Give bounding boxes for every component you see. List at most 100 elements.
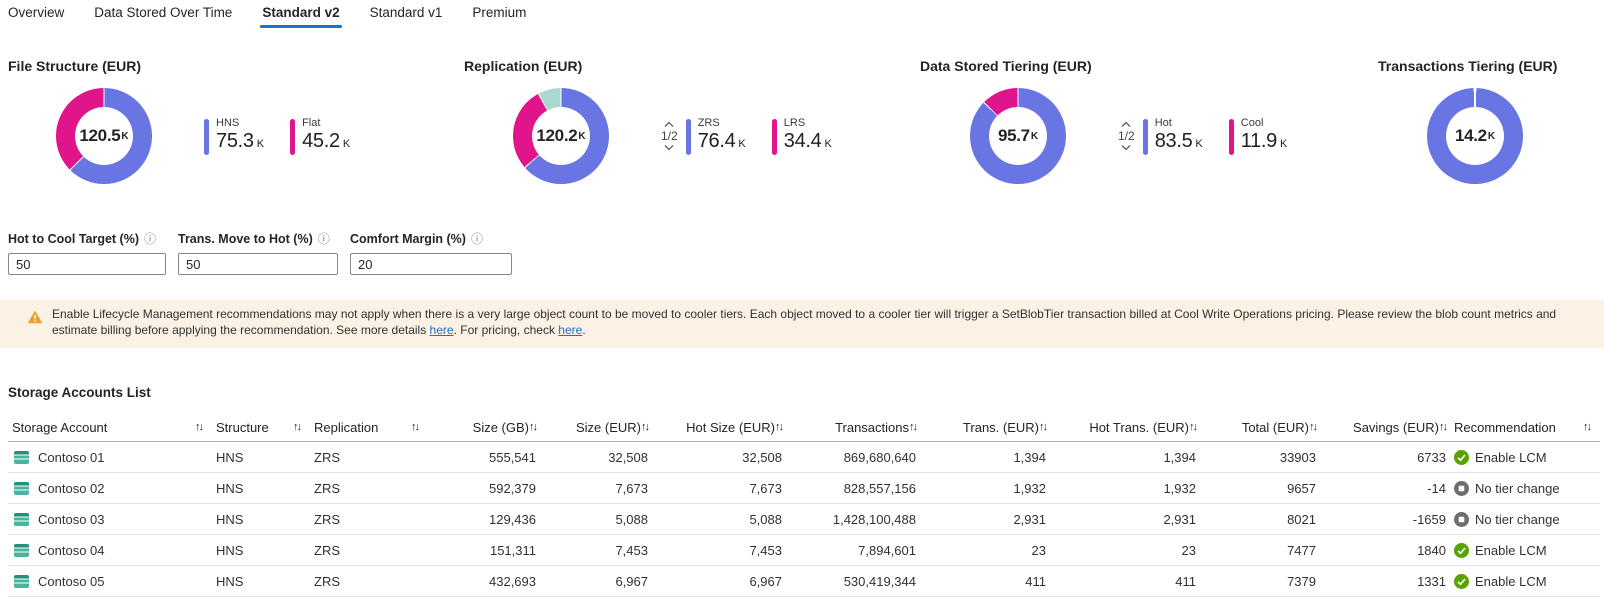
storage-account-name[interactable]: Contoso 02 <box>38 480 105 496</box>
column-header-hot-size-eur[interactable]: Hot Size (EUR) ↑↓ <box>652 420 786 435</box>
legend-value-row: 45.2 K <box>302 130 350 153</box>
column-header-storage-account[interactable]: Storage Account ↑↓ <box>8 420 212 435</box>
cell-size_eur: 5,088 <box>615 511 648 527</box>
column-header-transactions[interactable]: Transactions ↑↓ <box>786 420 920 435</box>
legend-label: HNS <box>216 117 240 129</box>
cell-hot_trans_eur: 23 <box>1181 542 1196 558</box>
info-icon[interactable]: ⓘ <box>317 232 330 246</box>
sort-icon[interactable]: ↑↓ <box>529 421 538 433</box>
sort-icon[interactable]: ↑↓ <box>1309 421 1318 433</box>
table-row-contoso-05: Contoso 05 HNS ZRS 432,693 6,967 6,967 530,419… <box>8 566 1600 597</box>
tab-premium[interactable]: Premium <box>472 5 527 20</box>
storage-account-name[interactable]: Contoso 05 <box>38 573 105 589</box>
column-header-replication[interactable]: Replication ↑↓ <box>310 420 428 435</box>
sort-icon[interactable]: ↑↓ <box>411 421 420 433</box>
column-header-recommendation[interactable]: Recommendation ↑↓ <box>1450 420 1600 435</box>
input-hot-to-cool-target[interactable] <box>8 253 166 275</box>
legend-label: Flat <box>302 117 321 129</box>
sort-icon[interactable]: ↑↓ <box>195 421 204 433</box>
sort-icon[interactable]: ↑↓ <box>1039 421 1048 433</box>
donut-center-value: 120.5 <box>79 126 121 145</box>
donut-center-value: 14.2 <box>1454 126 1487 145</box>
sort-icon[interactable]: ↑↓ <box>1583 421 1592 433</box>
chart-body: 14.2 K <box>1350 88 1604 184</box>
donut-replication-eur: 120.2 K <box>513 88 609 184</box>
legend-swatch <box>1142 119 1148 155</box>
legend-label: Hot <box>1154 117 1172 129</box>
storage-account-name[interactable]: Contoso 03 <box>38 511 105 527</box>
chevron-up-icon[interactable] <box>663 120 675 129</box>
cell-hot_size_eur: 5,088 <box>749 511 782 527</box>
sort-icon[interactable]: ↑↓ <box>909 421 918 433</box>
sort-icon[interactable]: ↑↓ <box>1189 421 1198 433</box>
tab-overview[interactable]: Overview <box>8 5 65 20</box>
chevron-down-icon[interactable] <box>1120 143 1132 152</box>
chart-panel-replication-eur: Replication (EUR) 120.2 K 1/2 ZRS 76.4 K LRS 34.… <box>450 58 900 208</box>
legend-value-suffix: K <box>256 138 265 150</box>
input-comfort-margin[interactable] <box>350 253 512 275</box>
warning-details-link[interactable]: here <box>429 322 454 337</box>
storage-account-name[interactable]: Contoso 01 <box>38 449 105 465</box>
column-header-size-eur[interactable]: Size (EUR) ↑↓ <box>540 420 652 435</box>
info-icon[interactable]: ⓘ <box>144 232 157 246</box>
cell-hot_trans_eur: 411 <box>1175 573 1196 589</box>
column-header-label: Total (EUR) <box>1241 419 1309 435</box>
donut-center: 14.2 K <box>1446 107 1504 165</box>
cell-structure: HNS <box>216 480 244 496</box>
chart-body: 95.7 K 1/2 Hot 83.5 K Cool 11.9 K <box>900 88 1350 184</box>
sort-icon[interactable]: ↑↓ <box>1439 421 1448 433</box>
cell-account: Contoso 02 <box>8 481 212 496</box>
storage-account-icon <box>14 543 29 557</box>
legend-value: 83.5 <box>1154 130 1193 152</box>
tab-data-stored-over-time[interactable]: Data Stored Over Time <box>94 5 233 20</box>
warning-pricing-link[interactable]: here <box>558 322 583 337</box>
chevron-down-icon[interactable] <box>663 143 675 152</box>
column-header-label: Storage Account <box>12 419 108 435</box>
legend-item-lrs: LRS 34.4 K <box>771 117 832 155</box>
column-header-label: Savings (EUR) <box>1353 419 1439 435</box>
storage-account-name[interactable]: Contoso 04 <box>38 542 105 558</box>
storage-accounts-table: Storage Account ↑↓ Structure ↑↓ Replication ↑… <box>8 413 1600 597</box>
column-header-trans-eur[interactable]: Trans. (EUR) ↑↓ <box>920 420 1050 435</box>
column-header-size-gb[interactable]: Size (GB) ↑↓ <box>428 420 540 435</box>
donut-center-value: 95.7 <box>997 126 1030 145</box>
recommendation-label: No tier change <box>1475 480 1560 496</box>
cell-transactions: 869,680,640 <box>843 449 916 465</box>
no-change-icon <box>1454 511 1469 527</box>
cell-recommendation: No tier change <box>1450 511 1600 527</box>
donut-center-suffix: K <box>121 130 129 142</box>
cell-structure: HNS <box>216 573 244 589</box>
column-header-label: Replication <box>314 419 379 435</box>
chevron-up-icon[interactable] <box>1120 120 1132 129</box>
cell-savings_eur: -1659 <box>1412 511 1446 527</box>
donut-center-suffix: K <box>1030 130 1039 142</box>
donut-center-value: 120.2 <box>536 126 578 145</box>
warning-text: Enable Lifecycle Management recommendati… <box>52 307 1594 338</box>
cell-hot_trans_eur: 2,931 <box>1163 511 1196 527</box>
column-header-hot-trans-eur[interactable]: Hot Trans. (EUR) ↑↓ <box>1050 420 1200 435</box>
column-header-label: Size (GB) <box>472 419 529 435</box>
storage-accounts-list-title: Storage Accounts List <box>8 385 151 400</box>
cell-size_eur: 7,673 <box>615 480 648 496</box>
legend-page-indicator: 1/2 <box>661 129 678 143</box>
cell-recommendation: Enable LCM <box>1450 573 1600 589</box>
cell-total_eur: 9657 <box>1287 480 1316 496</box>
no-change-icon <box>1454 480 1469 496</box>
legend-label: LRS <box>783 117 806 129</box>
legend-text: Hot 83.5 K <box>1155 117 1203 153</box>
column-header-label: Trans. (EUR) <box>962 419 1039 435</box>
sort-icon[interactable]: ↑↓ <box>641 421 650 433</box>
column-header-structure[interactable]: Structure ↑↓ <box>212 420 310 435</box>
column-header-total-eur[interactable]: Total (EUR) ↑↓ <box>1200 420 1320 435</box>
sort-icon[interactable]: ↑↓ <box>775 421 784 433</box>
column-header-savings-eur[interactable]: Savings (EUR) ↑↓ <box>1320 420 1450 435</box>
tab-standard-v2[interactable]: Standard v2 <box>260 5 342 28</box>
tab-standard-v1[interactable]: Standard v1 <box>369 5 443 20</box>
cell-total_eur: 8021 <box>1287 511 1316 527</box>
info-icon[interactable]: ⓘ <box>470 232 483 246</box>
input-trans-move-to-hot[interactable] <box>178 253 338 275</box>
sort-icon[interactable]: ↑↓ <box>293 421 302 433</box>
legend-swatch <box>1228 119 1234 155</box>
chart-title: Data Stored Tiering (EUR) <box>920 58 1092 74</box>
donut-center: 120.5 K <box>75 107 133 165</box>
